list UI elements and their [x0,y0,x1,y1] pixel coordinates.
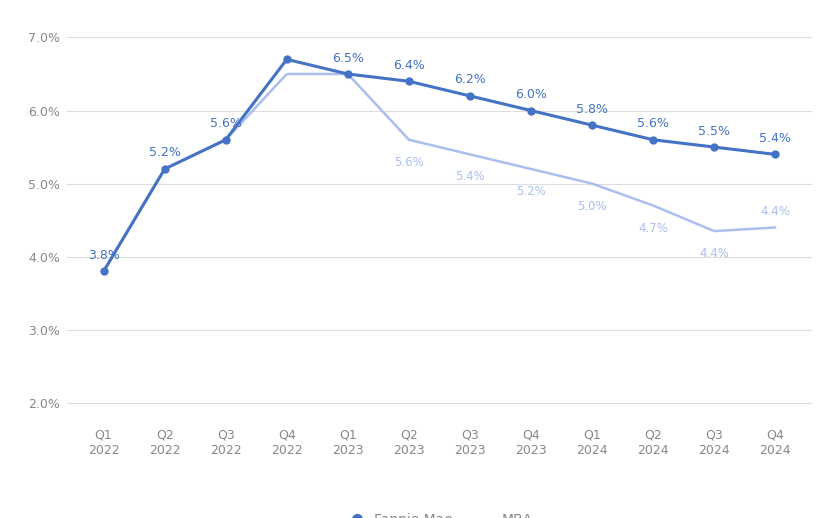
Text: 5.6%: 5.6% [636,117,668,130]
Text: 4.7%: 4.7% [637,222,667,235]
Text: 5.5%: 5.5% [697,124,729,138]
Text: 4.4%: 4.4% [759,205,789,218]
Text: 6.5%: 6.5% [332,51,364,65]
Text: 5.2%: 5.2% [516,185,545,198]
Text: 6.0%: 6.0% [514,88,546,101]
Text: 5.6%: 5.6% [394,156,423,169]
Text: 5.4%: 5.4% [758,132,790,145]
Text: 5.0%: 5.0% [577,199,606,213]
Text: 4.4%: 4.4% [698,247,728,260]
Text: 6.4%: 6.4% [393,59,424,72]
Text: 5.6%: 5.6% [210,117,242,130]
Text: 5.8%: 5.8% [575,103,607,116]
Text: 5.2%: 5.2% [149,147,181,160]
Legend: Fannie Mae, MBA: Fannie Mae, MBA [340,507,538,518]
Text: 3.8%: 3.8% [88,249,120,262]
Text: 5.4%: 5.4% [455,170,484,183]
Text: 6.2%: 6.2% [454,74,485,87]
